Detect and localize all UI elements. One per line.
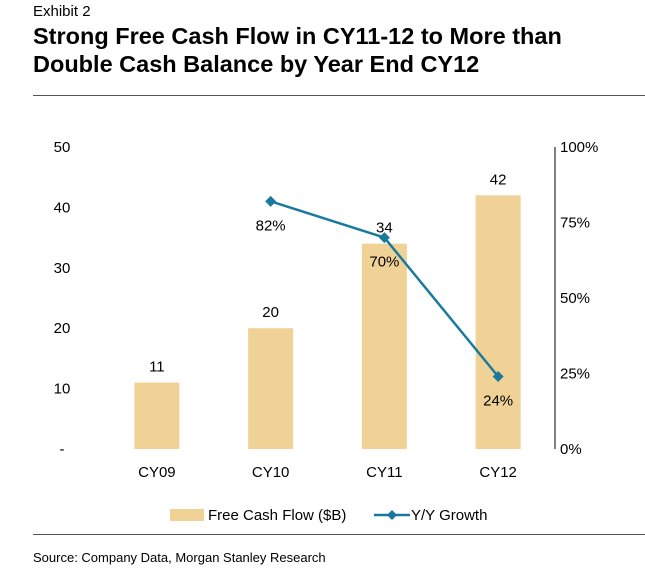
line-data-labels: 82% 70% 24%: [256, 217, 514, 409]
left-axis-ticks: - 10 20 30 40 50: [54, 139, 71, 458]
legend-diamond-icon: [387, 510, 397, 520]
bar-data-label: 34: [376, 220, 393, 237]
left-tick-label: 30: [54, 260, 71, 277]
category-label: CY12: [479, 464, 517, 481]
bar-data-label: 20: [262, 304, 279, 321]
category-label: CY09: [138, 464, 176, 481]
title-divider: [33, 95, 645, 96]
left-tick-label: 10: [54, 381, 71, 398]
legend-label-growth: Y/Y Growth: [411, 507, 487, 524]
line-series: [265, 195, 504, 383]
right-tick-label: 75%: [560, 215, 590, 232]
legend-bar-swatch: [170, 509, 204, 521]
category-label: CY11: [366, 464, 402, 481]
growth-data-label: 82%: [256, 217, 286, 234]
growth-data-label: 70%: [369, 254, 399, 271]
growth-marker-cy12: [492, 371, 504, 383]
bar-data-label: 11: [149, 359, 165, 376]
category-labels: CY09 CY10 CY11 CY12: [138, 464, 517, 481]
left-tick-label: 20: [54, 320, 71, 337]
source-divider: [33, 534, 645, 535]
chart-title-line-1: Strong Free Cash Flow in CY11-12 to More…: [33, 23, 562, 49]
category-label: CY10: [252, 464, 290, 481]
bar-series: [134, 195, 521, 449]
growth-marker-cy11: [378, 232, 390, 244]
legend-label-fcf: Free Cash Flow ($B): [208, 507, 346, 524]
growth-data-label: 24%: [483, 393, 513, 410]
left-tick-label: 50: [54, 139, 71, 156]
left-tick-label: 40: [54, 199, 71, 216]
left-tick-label: -: [60, 441, 65, 458]
right-tick-label: 100%: [560, 139, 598, 156]
right-axis-ticks: 0% 25% 50% 75% 100%: [560, 139, 598, 458]
growth-marker-cy10: [265, 195, 277, 207]
right-tick-label: 0%: [560, 441, 582, 458]
right-tick-label: 50%: [560, 290, 590, 307]
chart-title-line-2: Double Cash Balance by Year End CY12: [33, 51, 480, 77]
bar-cy12: [475, 195, 521, 449]
source-note: Source: Company Data, Morgan Stanley Res…: [33, 550, 326, 565]
bar-cy10: [248, 328, 294, 449]
exhibit-label: Exhibit 2: [33, 3, 91, 20]
bar-cy11: [361, 243, 407, 449]
legend: Free Cash Flow ($B) Y/Y Growth: [170, 507, 487, 524]
bar-data-label: 42: [490, 171, 507, 188]
right-tick-label: 25%: [560, 366, 590, 383]
chart-title: Strong Free Cash Flow in CY11-12 to More…: [33, 22, 633, 78]
bar-cy09: [134, 382, 180, 449]
bar-data-labels: 11 20 34 42: [149, 171, 506, 375]
